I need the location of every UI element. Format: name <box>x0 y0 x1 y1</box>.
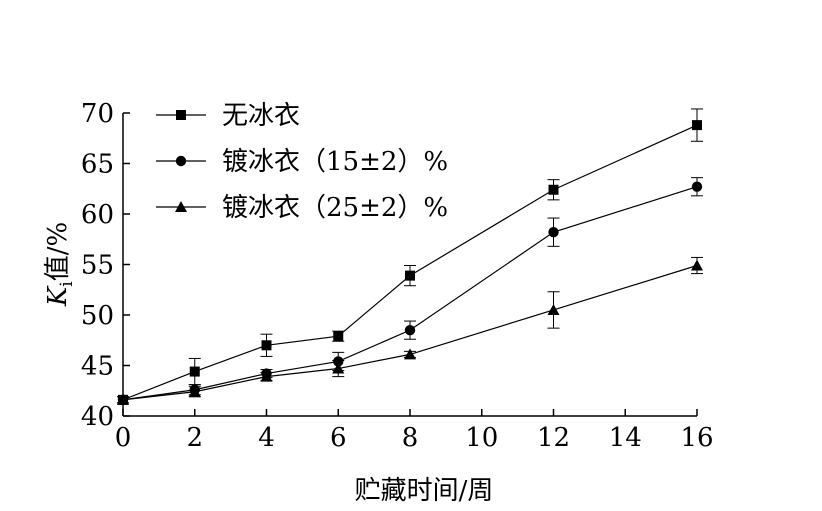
data-point-circle <box>691 181 703 192</box>
data-point-circle <box>548 226 559 238</box>
series-layer <box>117 108 703 406</box>
legend-marker-circle <box>175 155 187 167</box>
data-point-triangle <box>260 370 273 382</box>
x-tick-label: 6 <box>330 423 347 453</box>
y-axis-title-rest: 值/% <box>43 222 73 281</box>
data-point-square <box>189 366 200 377</box>
y-tick-label: 65 <box>81 150 114 180</box>
legend-marker-square <box>176 110 186 120</box>
data-point-square <box>548 184 559 195</box>
y-axis-title-main: K <box>43 285 73 307</box>
data-point-circle <box>404 324 416 336</box>
y-tick-label: 60 <box>81 200 114 230</box>
y-tick-label: 40 <box>81 402 114 432</box>
data-point-square <box>261 340 272 351</box>
y-tick-label: 45 <box>81 352 114 382</box>
data-point-square <box>333 331 344 342</box>
data-point-square <box>692 120 702 131</box>
y-axis-title: Ki值/% <box>43 222 77 307</box>
legend-marker-triangle <box>175 201 187 212</box>
y-tick-label: 70 <box>81 99 114 129</box>
x-tick-label: 12 <box>537 423 570 453</box>
x-tick-label: 4 <box>258 423 275 453</box>
x-tick-label: 2 <box>186 423 203 453</box>
data-point-triangle <box>188 385 201 397</box>
x-tick-label: 16 <box>680 423 713 453</box>
legend-item: 无冰衣 <box>156 101 300 131</box>
x-axis-title: 贮藏时间/周 <box>355 476 494 506</box>
legend-label: 镀冰衣（25±2）% <box>222 193 448 223</box>
data-point-triangle <box>691 259 703 271</box>
legend-item: 镀冰衣（25±2）% <box>156 193 448 223</box>
data-point-triangle <box>547 303 560 315</box>
data-point-triangle <box>404 348 416 360</box>
legend-item: 镀冰衣（15±2）% <box>156 147 448 177</box>
y-tick-label: 55 <box>81 251 114 281</box>
legend-label: 镀冰衣（15±2）% <box>222 147 448 177</box>
y-tick-label: 50 <box>81 301 114 331</box>
y-axis-title-sub: i <box>57 281 77 287</box>
series-triangle <box>117 256 703 405</box>
x-tick-label: 14 <box>609 423 642 453</box>
axes: 0 2 4 6 8 10 12 14 16 40 45 50 55 60 65 70 <box>81 99 714 453</box>
legend-label: 无冰衣 <box>222 101 300 131</box>
data-point-triangle <box>117 393 129 405</box>
x-tick-label: 0 <box>115 423 132 453</box>
x-tick-label: 8 <box>402 423 419 453</box>
data-point-square <box>405 270 415 281</box>
data-point-triangle <box>332 362 345 374</box>
x-tick-label: 10 <box>465 423 498 453</box>
